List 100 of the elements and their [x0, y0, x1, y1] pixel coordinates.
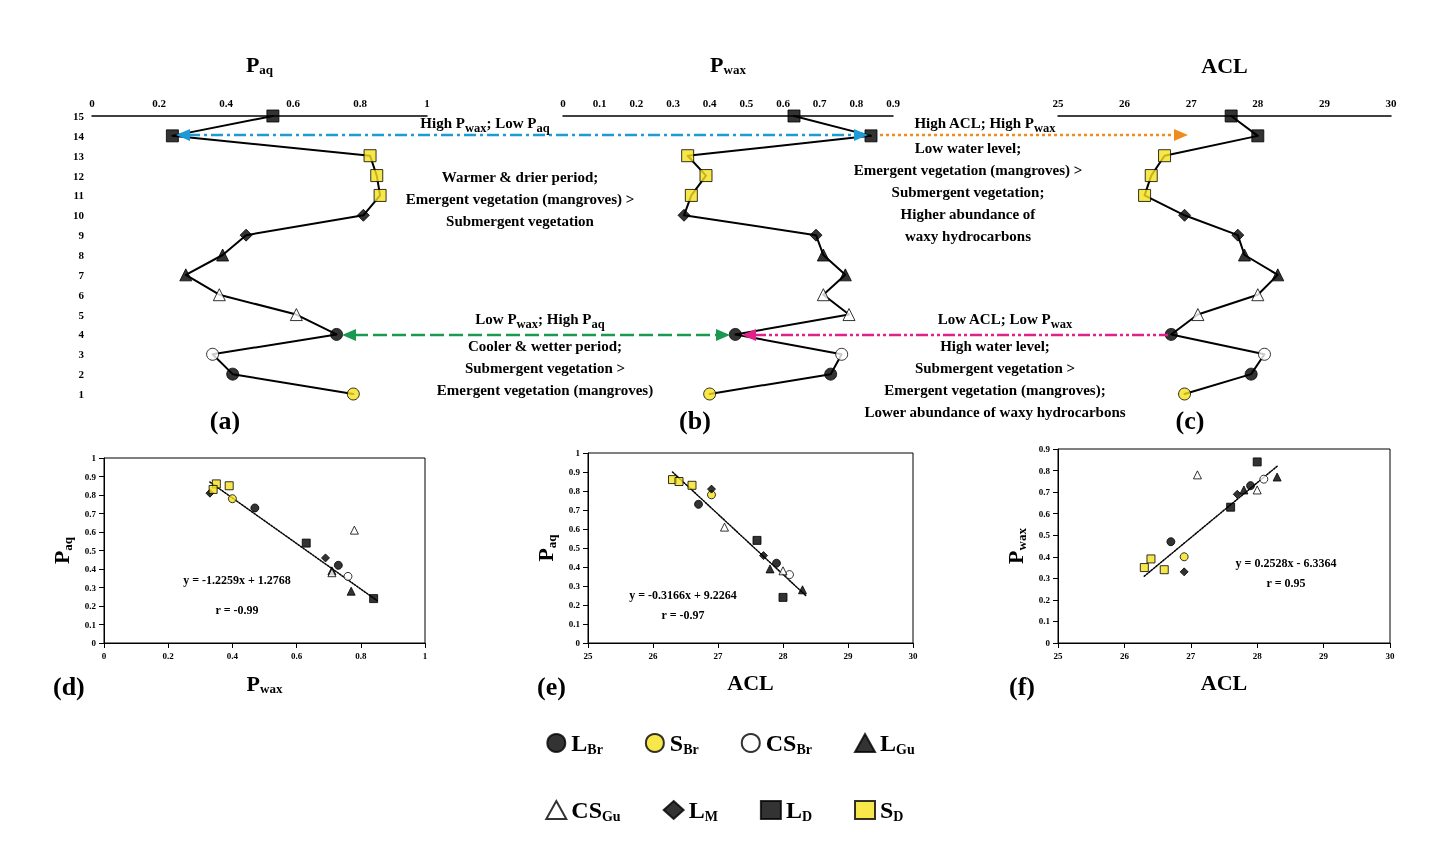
- x-axis-title: ACL: [1200, 669, 1248, 695]
- x-tick-label: 25: [1052, 96, 1064, 109]
- y-tick-label: 0.5: [84, 545, 97, 556]
- x-tick-label: 26: [1119, 96, 1131, 109]
- y-tick-label: 0.3: [84, 582, 97, 593]
- y-tick-label: 1: [575, 448, 581, 458]
- x-tick-label: 0.7: [812, 96, 828, 109]
- y-tick-label: 5: [78, 308, 85, 321]
- x-tick-label: 29: [843, 650, 853, 661]
- text: (e): [537, 671, 566, 701]
- y-tick-label: 9: [78, 229, 85, 242]
- y-tick-label: 0.9: [1038, 444, 1051, 454]
- annotation: y = -0.3166x + 9.2264: [629, 588, 737, 602]
- x-tick-label: 0.2: [629, 96, 644, 109]
- y-tick-label: 0.4: [568, 562, 581, 572]
- y-axis-title: Paq: [533, 533, 559, 562]
- y-tick-label: 2: [78, 368, 85, 381]
- y-tick-label: 0.6: [84, 527, 97, 537]
- y-tick-label: 0.8: [568, 486, 581, 496]
- y-tick-label: 15: [73, 110, 85, 122]
- text: (d): [53, 671, 85, 701]
- annotation: Low ACL; Low P$_{wax}$: [937, 310, 1073, 333]
- annotation: Low water level; Emergent vegetation (mangroves) > Submergent vegetation; Higher abundance of waxy hydrocarbons: [853, 139, 1083, 246]
- y-tick-label: 1: [78, 388, 84, 400]
- text: (c): [1175, 405, 1205, 435]
- annotation: r = -0.97: [661, 608, 705, 622]
- text: (a): [209, 405, 241, 435]
- x-tick-label: 0.1: [592, 96, 607, 109]
- x-tick-label: 0.2: [162, 650, 175, 661]
- y-axis-title: Paq: [49, 536, 75, 565]
- y-tick-label: 0.4: [1038, 551, 1051, 562]
- y-tick-label: 13: [73, 149, 85, 162]
- annotation: y = 0.2528x - 6.3364: [1235, 556, 1337, 570]
- y-tick-label: 0.6: [568, 524, 581, 534]
- y-tick-label: 0: [1045, 638, 1051, 648]
- y-tick-label: 4: [78, 328, 85, 341]
- y-tick-label: 0.9: [568, 467, 581, 477]
- y-tick-label: 0: [91, 638, 97, 648]
- x-tick-label: 0: [101, 650, 107, 661]
- x-tick-label: 0.8: [355, 650, 367, 661]
- x-tick-label: 25: [583, 650, 593, 661]
- x-tick-label: 27: [713, 650, 723, 661]
- x-tick-label: 25: [1053, 650, 1063, 661]
- y-tick-label: 0.4: [84, 564, 97, 574]
- text: (b): [679, 405, 711, 435]
- y-tick-label: 14: [73, 129, 85, 142]
- y-tick-label: 0.8: [84, 490, 97, 500]
- x-tick-label: 29: [1318, 96, 1331, 109]
- x-tick-label: 0.6: [776, 96, 791, 109]
- x-axis-title: ACL: [727, 669, 774, 695]
- annotation: y = -1.2259x + 1.2768: [183, 572, 291, 589]
- y-tick-label: 0.1: [84, 619, 97, 630]
- x-tick-label: 30: [1385, 650, 1395, 661]
- annotation: Warmer & drier period; Emergent vegetation (mangroves) > Submergent vegetation: [405, 168, 635, 231]
- x-axis-title: ACL: [1201, 52, 1248, 78]
- x-tick-label: 26: [1119, 650, 1130, 661]
- x-tick-label: 0.8: [353, 96, 368, 109]
- y-tick-label: 0.7: [84, 508, 97, 519]
- y-tick-label: 0.9: [84, 471, 97, 482]
- x-tick-label: 29: [1319, 650, 1329, 661]
- x-tick-label: 27: [1185, 96, 1198, 109]
- annotation: r = 0.95: [1266, 576, 1306, 590]
- x-tick-label: 30: [1385, 96, 1397, 109]
- x-tick-label: 1: [422, 650, 428, 661]
- x-tick-label: 0: [560, 96, 567, 109]
- y-tick-label: 6: [78, 288, 85, 301]
- x-tick-label: 0.2: [152, 96, 167, 109]
- y-tick-label: 11: [73, 189, 84, 202]
- x-tick-label: 0.4: [226, 650, 239, 661]
- annotation: r = -0.99: [215, 602, 259, 619]
- x-tick-label: 28: [1252, 96, 1264, 109]
- y-tick-label: 0.5: [1038, 530, 1051, 541]
- y-tick-label: 0.8: [1038, 465, 1051, 476]
- y-tick-label: 7: [78, 268, 85, 281]
- y-tick-label: 8: [78, 249, 85, 261]
- y-tick-label: 3: [78, 348, 85, 361]
- x-tick-label: 28: [778, 650, 788, 661]
- y-tick-label: 1: [91, 453, 97, 463]
- x-tick-label: 0.9: [886, 96, 901, 109]
- y-tick-label: 0.2: [84, 601, 97, 611]
- y-tick-label: 0.1: [568, 619, 581, 629]
- y-tick-label: 0.5: [568, 543, 581, 553]
- annotation: Cooler & wetter period; Submergent vegetation > Emergent vegetation (mangroves): [436, 337, 654, 400]
- x-tick-label: 27: [1186, 650, 1196, 661]
- y-tick-label: 12: [73, 169, 85, 182]
- y-tick-label: 0: [575, 638, 581, 648]
- x-tick-label: 0.4: [702, 96, 718, 109]
- annotation: Low P$_{wax}$; High P$_{aq}$: [475, 310, 605, 333]
- y-tick-label: 0.1: [1038, 616, 1051, 627]
- x-tick-label: 0.3: [666, 96, 681, 109]
- annotation: High P$_{wax}$; Low P$_{aq}$: [420, 114, 550, 137]
- y-tick-label: 0.6: [1038, 508, 1051, 519]
- text: (f): [1009, 671, 1035, 701]
- x-tick-label: 1: [424, 96, 430, 109]
- text: High ACL; High P$_{wax}$: [914, 114, 1056, 137]
- x-tick-label: 26: [648, 650, 658, 661]
- x-tick-label: 0.5: [739, 96, 754, 109]
- x-tick-label: 30: [908, 650, 918, 661]
- y-tick-label: 0.2: [1038, 594, 1051, 605]
- x-tick-label: 0.6: [290, 650, 303, 661]
